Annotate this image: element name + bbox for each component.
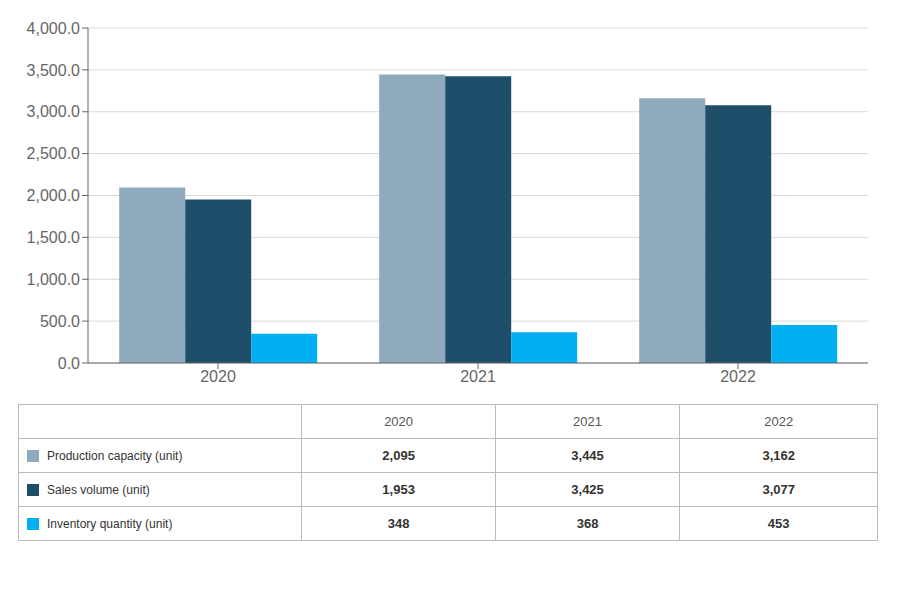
html-text:2,095: 2,095: [382, 448, 415, 463]
html-text:Production capacity (unit): Production capacity (unit): [47, 448, 183, 463]
svg-text:2021: 2021: [460, 368, 496, 385]
html-text:1,953: 1,953: [382, 482, 415, 497]
html-text:3,425: 3,425: [571, 482, 604, 497]
html-text:368: 368: [576, 516, 599, 531]
svg-text:2,000.0: 2,000.0: [27, 187, 80, 204]
html-text:Sales volume (unit): Sales volume (unit): [47, 482, 150, 497]
svg-text:2022: 2022: [720, 368, 756, 385]
html-text:3,445: 3,445: [571, 448, 604, 463]
svg-text:4,000.0: 4,000.0: [27, 20, 80, 37]
html-text:Inventory quantity (unit): Inventory quantity (unit): [47, 516, 173, 531]
html-text:2021: 2021: [573, 414, 602, 429]
svg-text:2020: 2020: [200, 368, 236, 385]
svg-text:3,500.0: 3,500.0: [27, 62, 80, 79]
svg-text:2,500.0: 2,500.0: [27, 145, 80, 162]
html-text:2022: 2022: [764, 414, 794, 429]
svg-text:1,500.0: 1,500.0: [27, 229, 80, 246]
svg-text:0.0: 0.0: [58, 355, 80, 372]
svg-text:500.0: 500.0: [40, 313, 80, 330]
html-text:453: 453: [767, 516, 790, 531]
svg-text:3,000.0: 3,000.0: [27, 103, 80, 120]
html-text:348: 348: [387, 516, 410, 531]
html-text:2020: 2020: [384, 414, 414, 429]
html-text:3,162: 3,162: [762, 448, 795, 463]
svg-text:1,000.0: 1,000.0: [27, 271, 80, 288]
html-text:3,077: 3,077: [762, 482, 795, 497]
